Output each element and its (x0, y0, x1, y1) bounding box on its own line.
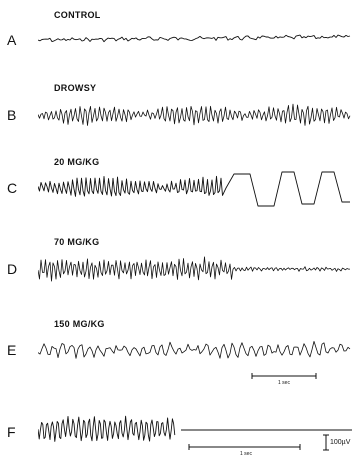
panel-a-label: CONTROL (54, 10, 101, 20)
panel-f-letter: F (7, 424, 16, 440)
trace-c (38, 166, 354, 207)
trace-b (38, 95, 354, 135)
time-scale-label-f: 1 sec (240, 451, 252, 457)
time-scale-bar-e (251, 373, 317, 379)
eeg-trace-b (38, 103, 351, 126)
panel-a-letter: A (7, 32, 17, 48)
eeg-trace-c (38, 171, 350, 207)
trace-f (38, 414, 354, 444)
panel-b-letter: B (7, 107, 17, 123)
panel-e-label: 150 MG/KG (54, 319, 105, 329)
trace-c-svg (38, 171, 350, 207)
trace-d-svg (38, 256, 350, 282)
panel-e-letter: E (7, 342, 17, 358)
trace-e-svg (38, 341, 351, 359)
panel-d-letter: D (7, 261, 18, 277)
trace-a-svg (38, 34, 351, 43)
panel-d-label: 70 MG/KG (54, 237, 100, 247)
trace-d (38, 249, 354, 289)
trace-f-svg (38, 415, 352, 442)
panel-b-label: DROWSY (54, 83, 97, 93)
time-scale-bar-f (188, 444, 301, 450)
eeg-trace-d (38, 256, 350, 282)
eeg-trace-e (38, 341, 351, 359)
time-scale-label-e: 1 sec (278, 380, 290, 386)
eeg-trace-f-burst (38, 415, 176, 442)
voltage-scale-label: 100µV (330, 439, 351, 446)
trace-e (38, 330, 354, 370)
voltage-scale-bar (323, 434, 329, 451)
panel-c-label: 20 MG/KG (54, 157, 100, 167)
trace-a (38, 20, 354, 60)
trace-b-svg (38, 103, 351, 126)
panel-c-letter: C (7, 180, 18, 196)
eeg-trace-a (38, 34, 351, 43)
